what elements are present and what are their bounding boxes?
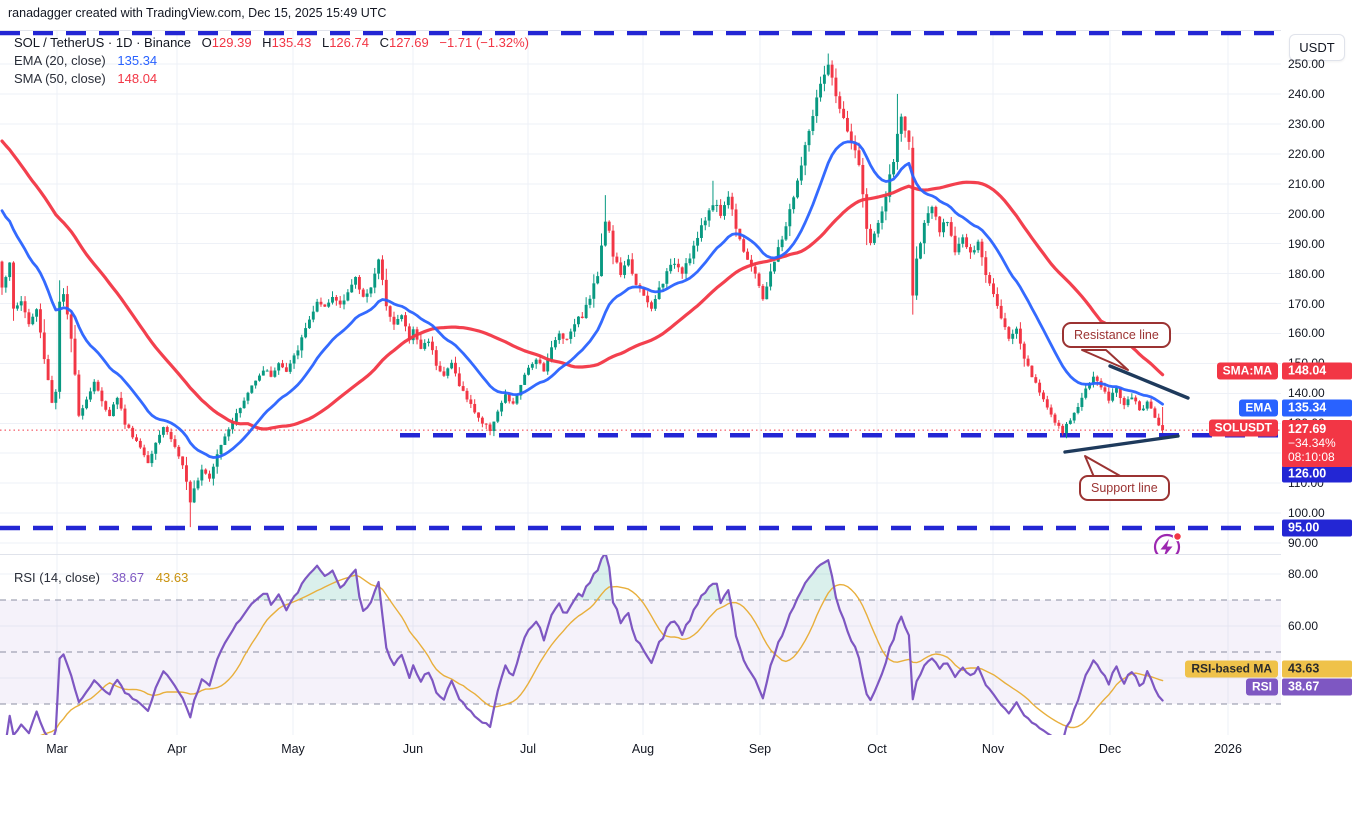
symbol-title: SOL / TetherUS · 1D · Binance — [14, 35, 192, 50]
rsi-chart-canvas[interactable] — [0, 555, 1281, 735]
price-tick-200.00: 200.00 — [1288, 206, 1325, 221]
currency-button[interactable]: USDT — [1289, 34, 1345, 61]
candles-layer — [0, 53, 1165, 528]
ema-axis-chip: EMA — [1239, 399, 1278, 417]
credit-line: ranadagger created with TradingView.com,… — [8, 6, 387, 20]
rsi-axis-chip: RSI — [1245, 678, 1278, 696]
rsi-tick-80.00: 80.00 — [1288, 567, 1319, 581]
ema-value-box: 135.34 — [1282, 399, 1352, 417]
last-price-box: 127.69 −34.34% 08:10:08 — [1282, 420, 1352, 467]
sma-indicator-label: SMA (50, close) — [14, 71, 106, 86]
time-label-Jul: Jul — [520, 742, 536, 756]
sma-indicator-value: 148.04 — [117, 71, 158, 86]
ema-indicator-value: 135.34 — [117, 53, 158, 68]
resistance-callout-tail — [1081, 349, 1129, 371]
price-tick-220.00: 220.00 — [1288, 146, 1325, 161]
price-tick-140.00: 140.00 — [1288, 386, 1325, 401]
lightning-event-icon[interactable] — [1153, 531, 1183, 556]
rsi-line[interactable] — [2, 555, 1164, 735]
symbol-axis-chip: SOLUSDT — [1208, 419, 1278, 437]
legend: SOL / TetherUS · 1D · Binance O129.39 H1… — [14, 34, 529, 88]
rsi-overbought-fill — [256, 555, 837, 600]
support-level-box: 126.00 — [1282, 465, 1352, 483]
time-label-Sep: Sep — [748, 742, 772, 756]
bar-countdown: 08:10:08 — [1288, 450, 1335, 464]
resistance-line[interactable] — [1108, 364, 1190, 400]
ema-20-line[interactable] — [0, 140, 1164, 459]
time-axis[interactable]: Mar Apr May Jun Jul Aug Sep Oct Nov Dec 2026 — [0, 735, 1281, 768]
rsi-legend-row[interactable]: RSI (14, close) 38.67 43.63 — [14, 570, 188, 585]
legend-ema-row[interactable]: EMA (20, close) 135.34 — [14, 52, 529, 70]
horizontal-level-lines — [0, 30, 1280, 531]
sma-value-box: 148.04 — [1282, 362, 1352, 380]
close-label: C — [379, 35, 389, 50]
close-value: 127.69 — [388, 35, 429, 50]
rsi-ma-axis-chip: RSI-based MA — [1185, 660, 1278, 678]
rsi-ma-value: 43.63 — [155, 570, 189, 585]
price-tick-180.00: 180.00 — [1288, 266, 1325, 281]
open-label: O — [201, 35, 212, 50]
support-callout-tail — [1084, 455, 1123, 478]
trendlines — [1063, 364, 1190, 454]
high-label: H — [262, 35, 272, 50]
price-tick-170.00: 170.00 — [1288, 296, 1325, 311]
rsi-tick-60.00: 60.00 — [1288, 619, 1319, 633]
time-label-Apr: Apr — [167, 742, 187, 756]
footer: TradingView — [0, 768, 1353, 823]
frame-top — [0, 30, 1353, 31]
high-value: 135.43 — [271, 35, 312, 50]
price-tick-230.00: 230.00 — [1288, 116, 1325, 131]
notification-dot — [1172, 531, 1183, 542]
price-tick-240.00: 240.00 — [1288, 86, 1325, 101]
price-tick-190.00: 190.00 — [1288, 236, 1325, 251]
lower-level-box: 95.00 — [1282, 519, 1352, 537]
ema-indicator-label: EMA (20, close) — [14, 53, 106, 68]
price-chart-canvas[interactable] — [0, 30, 1281, 555]
rsi-ma-value-box: 43.63 — [1282, 660, 1352, 678]
time-label-Aug: Aug — [631, 742, 655, 756]
time-label-May: May — [281, 742, 305, 756]
sma-axis-chip: SMA:MA — [1216, 362, 1278, 380]
sma-50-line[interactable] — [0, 139, 1165, 431]
panel-separator[interactable] — [0, 554, 1281, 555]
time-label-Oct: Oct — [867, 742, 887, 756]
price-axis[interactable]: USDT 250.00 240.00 230.00 220.00 210.00 200.0… — [1281, 30, 1353, 768]
change-value: −1.71 (−1.32%) — [439, 35, 529, 50]
time-label-Jun: Jun — [402, 742, 424, 756]
rsi-ma-line[interactable] — [2, 574, 1164, 735]
low-value: 126.74 — [329, 35, 369, 50]
price-tick-210.00: 210.00 — [1288, 176, 1325, 191]
price-tick-250.00: 250.00 — [1288, 57, 1325, 71]
time-label-2026: 2026 — [1214, 742, 1242, 756]
open-value: 129.39 — [211, 35, 252, 50]
rsi-value-box: 38.67 — [1282, 678, 1352, 696]
low-label: L — [321, 35, 330, 50]
resistance-line-callout[interactable]: Resistance line — [1062, 322, 1171, 348]
rsi-indicator-label: RSI (14, close) — [14, 570, 100, 585]
session-change: −34.34% — [1288, 436, 1336, 450]
price-tick-90.00: 90.00 — [1288, 536, 1319, 550]
legend-symbol-row[interactable]: SOL / TetherUS · 1D · Binance O129.39 H1… — [14, 34, 529, 52]
support-line[interactable] — [1063, 434, 1180, 454]
support-line-callout[interactable]: Support line — [1079, 475, 1170, 501]
last-price: 127.69 — [1288, 422, 1327, 436]
time-label-Mar: Mar — [46, 742, 68, 756]
rsi-grid — [0, 555, 1281, 735]
time-label-Dec: Dec — [1098, 742, 1122, 756]
time-label-Nov: Nov — [981, 742, 1005, 756]
rsi-value: 38.67 — [111, 570, 145, 585]
legend-sma-row[interactable]: SMA (50, close) 148.04 — [14, 70, 529, 88]
price-tick-100.00: 100.00 — [1288, 506, 1325, 521]
price-grid — [0, 30, 1281, 555]
price-tick-160.00: 160.00 — [1288, 326, 1325, 341]
